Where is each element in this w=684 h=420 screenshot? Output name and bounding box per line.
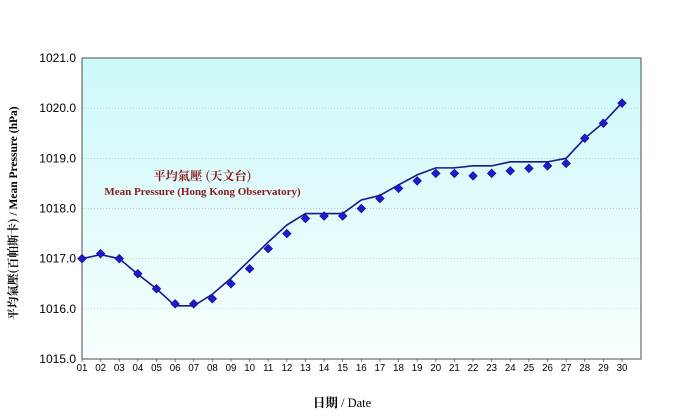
svg-text:1020.0: 1020.0: [39, 101, 76, 115]
svg-text:28: 28: [579, 363, 590, 374]
svg-text:02: 02: [95, 363, 106, 374]
svg-text:16: 16: [356, 363, 367, 374]
svg-text:15: 15: [337, 363, 348, 374]
svg-text:14: 14: [319, 363, 330, 374]
svg-text:05: 05: [151, 363, 162, 374]
svg-text:08: 08: [207, 363, 218, 374]
svg-text:04: 04: [132, 363, 143, 374]
svg-text:1017.0: 1017.0: [39, 252, 76, 266]
svg-text:10: 10: [244, 363, 255, 374]
svg-text:1019.0: 1019.0: [39, 151, 76, 165]
svg-text:13: 13: [300, 363, 311, 374]
svg-text:22: 22: [468, 363, 479, 374]
svg-text:11: 11: [263, 363, 273, 374]
svg-text:1016.0: 1016.0: [39, 302, 76, 316]
svg-text:25: 25: [524, 363, 535, 374]
svg-text:21: 21: [449, 363, 460, 374]
svg-text:01: 01: [77, 363, 88, 374]
svg-text:06: 06: [170, 363, 181, 374]
svg-text:07: 07: [188, 363, 199, 374]
svg-text:1015.0: 1015.0: [39, 352, 76, 366]
svg-text:03: 03: [114, 363, 125, 374]
svg-text:1021.0: 1021.0: [39, 51, 76, 65]
svg-text:26: 26: [542, 363, 553, 374]
svg-text:30: 30: [617, 363, 628, 374]
svg-text:19: 19: [412, 363, 423, 374]
svg-text:23: 23: [486, 363, 497, 374]
svg-text:18: 18: [393, 363, 404, 374]
svg-text:20: 20: [430, 363, 441, 374]
svg-text:09: 09: [226, 363, 237, 374]
svg-text:24: 24: [505, 363, 516, 374]
svg-text:27: 27: [561, 363, 572, 374]
svg-text:1018.0: 1018.0: [39, 202, 76, 216]
svg-text:29: 29: [598, 363, 609, 374]
svg-text:17: 17: [375, 363, 386, 374]
svg-text:12: 12: [281, 363, 292, 374]
